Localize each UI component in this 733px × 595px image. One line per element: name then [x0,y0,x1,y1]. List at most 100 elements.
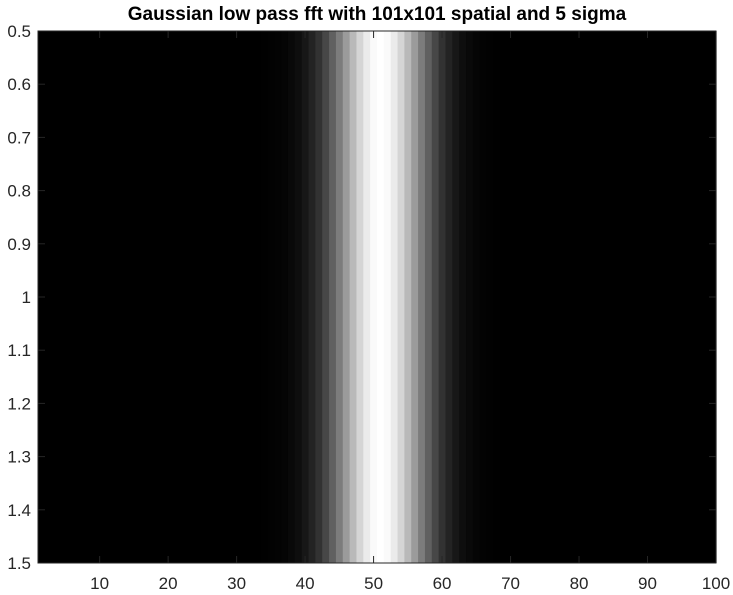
heatmap-column-7 [75,31,84,563]
heatmap-column-6 [68,31,77,563]
heatmap-column-29 [226,31,234,563]
heatmap-column-95 [678,31,686,563]
x-tick-label: 20 [159,574,178,593]
y-tick-label: 0.5 [7,22,31,41]
heatmap-column-78 [561,31,570,563]
heatmap-column-47 [349,31,358,563]
heatmap-column-13 [116,31,125,563]
heatmap-column-16 [137,31,145,563]
heatmap-column-87 [623,31,631,563]
heatmap-column-96 [685,31,693,563]
heatmap-column-53 [390,31,399,563]
heatmap-column-36 [274,31,282,563]
heatmap-column-44 [329,31,337,563]
heatmap-column-83 [596,31,604,563]
heatmap-column-48 [356,31,364,563]
heatmap-column-94 [671,31,679,563]
heatmap-column-56 [411,31,419,563]
y-tick-label: 0.9 [7,235,31,254]
y-tick-label: 1.2 [7,394,31,413]
heatmap-column-75 [541,31,549,563]
heatmap-column-88 [630,31,638,563]
x-tick-label: 40 [296,574,315,593]
heatmap-column-35 [267,31,275,563]
heatmap-column-52 [383,31,392,563]
heatmap-column-71 [513,31,522,563]
heatmap-column-39 [294,31,303,563]
y-tick-label: 1.4 [7,501,31,520]
heatmap-column-33 [253,31,262,563]
heatmap-column-2 [41,31,49,563]
heatmap-column-31 [240,31,248,563]
heatmap-column-64 [466,31,474,563]
heatmap-column-40 [301,31,310,563]
heatmap-column-15 [130,31,138,563]
heatmap-column-24 [192,31,200,563]
heatmap-image [38,31,717,563]
x-tick-label: 100 [702,574,730,593]
heatmap-column-98 [698,31,707,563]
y-tick-label: 0.8 [7,182,31,201]
heatmap-column-70 [507,31,515,563]
heatmap-column-9 [89,31,97,563]
heatmap-column-61 [445,31,453,563]
heatmap-column-66 [479,31,488,563]
heatmap-column-63 [459,31,467,563]
heatmap-column-8 [82,31,90,563]
heatmap-column-12 [109,31,118,563]
heatmap-column-21 [171,31,179,563]
x-tick-label: 30 [227,574,246,593]
heatmap-column-68 [493,31,501,563]
x-tick-label: 60 [433,574,452,593]
heatmap-column-73 [527,31,536,563]
heatmap-column-69 [500,31,508,563]
heatmap-column-97 [692,31,700,563]
heatmap-column-65 [472,31,481,563]
heatmap-column-77 [555,31,563,563]
heatmap-column-23 [185,31,193,563]
heatmap-column-11 [103,31,111,563]
x-tick-label: 10 [90,574,109,593]
y-tick-label: 1.3 [7,448,31,467]
heatmap-column-57 [418,31,426,563]
heatmap-column-46 [342,31,351,563]
heatmap-column-58 [424,31,433,563]
heatmap-column-50 [370,31,378,563]
heatmap-column-54 [397,31,405,563]
heatmap-column-25 [198,31,207,563]
y-axis: 0.5 0.6 0.7 0.8 0.9 1 1.1 1.2 1.3 1.4 1.5 [7,22,716,573]
y-tick-label: 1.5 [7,554,31,573]
heatmap-column-43 [322,31,330,563]
heatmap-column-79 [568,31,577,563]
heatmap-column-38 [287,31,296,563]
heatmap-column-3 [48,31,56,563]
heatmap-column-74 [534,31,542,563]
heatmap-column-76 [548,31,556,563]
heatmap-column-14 [123,31,132,563]
x-tick-label: 80 [570,574,589,593]
heatmap-column-45 [335,31,344,563]
heatmap-column-51 [377,31,385,563]
heatmap-column-72 [520,31,529,563]
heatmap-column-49 [363,31,371,563]
heatmap-column-92 [657,31,666,563]
heatmap-column-22 [178,31,186,563]
heatmap-column-67 [486,31,495,563]
heatmap-column-30 [233,31,241,563]
heatmap-column-5 [61,31,70,563]
chart-title: Gaussian low pass fft with 101x101 spati… [128,4,627,25]
y-tick-label: 1 [22,288,31,307]
heatmap-column-91 [650,31,659,563]
heatmap-column-93 [664,31,673,563]
x-axis: 10 20 30 40 50 60 70 80 90 100 [90,31,730,593]
heatmap-column-19 [157,31,166,563]
heatmap-column-62 [452,31,460,563]
heatmap-column-89 [637,31,645,563]
heatmap-column-28 [219,31,227,563]
y-tick-label: 0.7 [7,128,31,147]
heatmap-column-81 [582,31,590,563]
heatmap-column-17 [144,31,152,563]
heatmap-column-82 [589,31,597,563]
heatmap-column-85 [609,31,618,563]
